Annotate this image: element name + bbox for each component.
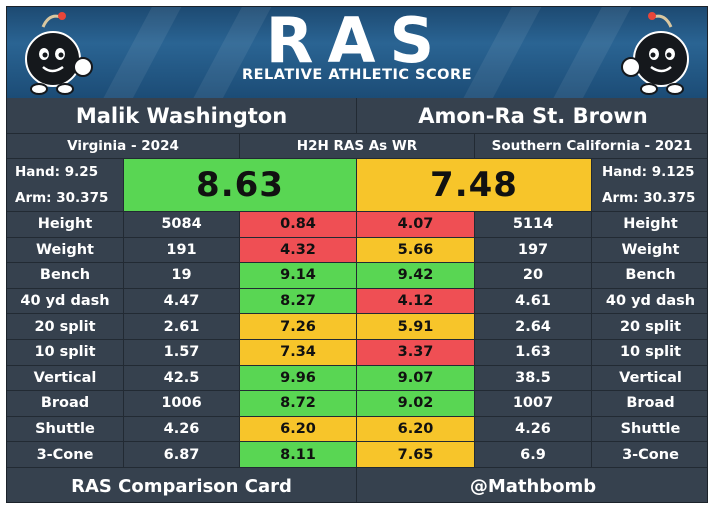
right-raw-value: 1007 xyxy=(475,391,592,417)
left-metric-score: 7.34 xyxy=(240,340,357,366)
right-raw-value: 4.61 xyxy=(475,288,592,315)
left-ras-score: 8.63 xyxy=(124,159,357,212)
right-metric-label: 10 split xyxy=(592,340,707,366)
left-raw-value: 191 xyxy=(124,237,240,264)
right-raw-value: 5114 xyxy=(475,212,592,238)
table-row: 10 split 1.57 7.34 3.37 1.63 10 split xyxy=(7,340,707,366)
left-metric-score: 9.14 xyxy=(240,263,357,289)
left-metric-label: 40 yd dash xyxy=(7,288,124,315)
table-row: Vertical 42.5 9.96 9.07 38.5 Vertical xyxy=(7,365,707,392)
bomb-mascot-icon xyxy=(621,12,689,95)
left-raw-value: 4.47 xyxy=(124,288,240,315)
left-raw-value: 42.5 xyxy=(124,365,240,392)
logo-subtitle: RELATIVE ATHLETIC SCORE xyxy=(241,67,473,83)
right-measurements: Hand: 9.125 Arm: 30.375 xyxy=(592,159,707,212)
left-raw-value: 1.57 xyxy=(124,340,240,366)
right-metric-label: 20 split xyxy=(592,314,707,340)
table-row: 40 yd dash 4.47 8.27 4.12 4.61 40 yd dash xyxy=(7,288,707,315)
bomb-mascot-icon xyxy=(25,12,93,95)
footer-card-title: RAS Comparison Card xyxy=(7,468,357,502)
left-metric-label: 20 split xyxy=(7,314,124,340)
right-raw-value: 2.64 xyxy=(475,314,592,340)
right-raw-value: 20 xyxy=(475,263,592,289)
right-metric-score: 4.07 xyxy=(357,212,475,238)
left-metric-label: Bench xyxy=(7,263,124,289)
right-metric-score: 7.65 xyxy=(357,442,475,468)
right-metric-label: Broad xyxy=(592,391,707,417)
ras-comparison-card: RAS RELATIVE ATHLETIC SCORE Malik Washin… xyxy=(6,6,708,503)
table-row: Height 5084 0.84 4.07 5114 Height xyxy=(7,212,707,238)
table-row: Shuttle 4.26 6.20 6.20 4.26 Shuttle xyxy=(7,416,707,443)
schools-row: Virginia - 2024 H2H RAS As WR Southern C… xyxy=(7,134,707,159)
left-metric-label: Broad xyxy=(7,391,124,417)
table-row: 20 split 2.61 7.26 5.91 2.64 20 split xyxy=(7,314,707,340)
right-hand-size: Hand: 9.125 xyxy=(602,164,695,180)
left-school: Virginia - 2024 xyxy=(7,134,240,159)
right-metric-score: 4.12 xyxy=(357,288,475,315)
left-metric-label: 3-Cone xyxy=(7,442,124,468)
footer-row: RAS Comparison Card @Mathbomb xyxy=(7,468,707,502)
right-metric-label: 40 yd dash xyxy=(592,289,707,315)
left-raw-value: 5084 xyxy=(124,212,240,238)
left-metric-score: 0.84 xyxy=(240,212,357,238)
comparison-label: H2H RAS As WR xyxy=(240,134,475,159)
left-hand-size: Hand: 9.25 xyxy=(15,164,99,180)
ras-score-row: Hand: 9.25 Arm: 30.375 8.63 7.48 Hand: 9… xyxy=(7,159,707,212)
left-raw-value: 6.87 xyxy=(124,442,240,468)
header-banner: RAS RELATIVE ATHLETIC SCORE xyxy=(7,7,707,98)
left-measurements: Hand: 9.25 Arm: 30.375 xyxy=(7,159,124,212)
left-metric-label: Height xyxy=(7,212,124,238)
right-metric-label: Weight xyxy=(592,238,707,264)
left-metric-score: 4.32 xyxy=(240,237,357,264)
right-metric-score: 9.42 xyxy=(357,263,475,289)
left-metric-score: 9.96 xyxy=(240,365,357,392)
names-row: Malik Washington Amon-Ra St. Brown xyxy=(7,98,707,134)
left-metric-label: Weight xyxy=(7,237,124,264)
left-metric-label: 10 split xyxy=(7,340,124,366)
right-raw-value: 197 xyxy=(475,237,592,264)
left-arm-length: Arm: 30.375 xyxy=(15,190,109,206)
table-row: Weight 191 4.32 5.66 197 Weight xyxy=(7,237,707,264)
metrics-table: Height 5084 0.84 4.07 5114 Height Weight 191 4.3… xyxy=(7,212,707,468)
left-raw-value: 2.61 xyxy=(124,314,240,340)
right-metric-label: Bench xyxy=(592,263,707,289)
left-metric-score: 8.72 xyxy=(240,391,357,417)
ras-logo: RAS xyxy=(265,7,449,77)
right-metric-score: 9.07 xyxy=(357,365,475,392)
table-row: Broad 1006 8.72 9.02 1007 Broad xyxy=(7,391,707,417)
right-raw-value: 38.5 xyxy=(475,365,592,392)
right-metric-score: 9.02 xyxy=(357,391,475,417)
table-row: Bench 19 9.14 9.42 20 Bench xyxy=(7,263,707,289)
right-metric-label: 3-Cone xyxy=(592,442,707,468)
right-raw-value: 4.26 xyxy=(475,416,592,443)
left-raw-value: 4.26 xyxy=(124,416,240,443)
right-metric-label: Shuttle xyxy=(592,417,707,443)
right-raw-value: 6.9 xyxy=(475,442,592,468)
footer-handle: @Mathbomb xyxy=(469,475,597,497)
right-metric-score: 3.37 xyxy=(357,340,475,366)
right-metric-label: Height xyxy=(592,212,707,238)
right-arm-length: Arm: 30.375 xyxy=(602,190,696,206)
left-metric-score: 8.11 xyxy=(240,442,357,468)
right-player-name: Amon-Ra St. Brown xyxy=(357,98,707,134)
left-metric-score: 8.27 xyxy=(240,288,357,315)
left-player-name: Malik Washington xyxy=(7,98,357,134)
left-raw-value: 1006 xyxy=(124,391,240,417)
left-metric-label: Shuttle xyxy=(7,416,124,443)
right-raw-value: 1.63 xyxy=(475,340,592,366)
left-raw-value: 19 xyxy=(124,263,240,289)
right-metric-score: 5.91 xyxy=(357,314,475,340)
table-row: 3-Cone 6.87 8.11 7.65 6.9 3-Cone xyxy=(7,442,707,468)
right-school: Southern California - 2021 xyxy=(475,134,707,159)
right-metric-score: 5.66 xyxy=(357,237,475,264)
left-metric-score: 7.26 xyxy=(240,314,357,340)
right-metric-score: 6.20 xyxy=(357,416,475,443)
left-metric-score: 6.20 xyxy=(240,416,357,443)
right-metric-label: Vertical xyxy=(592,366,707,392)
left-metric-label: Vertical xyxy=(7,365,124,392)
right-ras-score: 7.48 xyxy=(357,159,592,212)
